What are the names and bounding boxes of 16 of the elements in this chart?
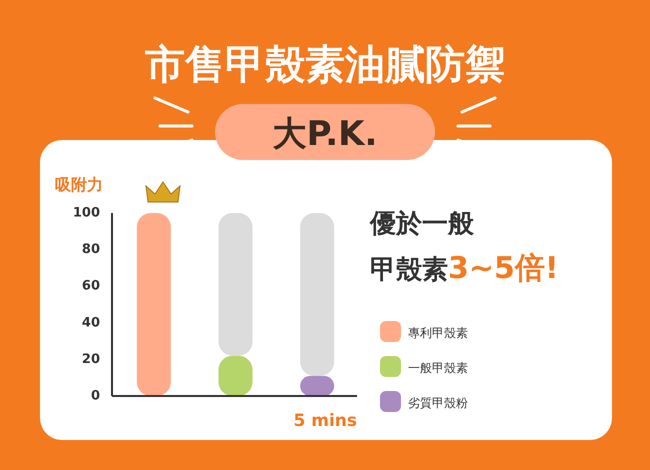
y-tick-label: 100 bbox=[72, 206, 100, 220]
y-tick-label: 80 bbox=[82, 242, 100, 258]
y-tick-label: 20 bbox=[82, 352, 100, 367]
legend-label: 劣質甲殼粉 bbox=[408, 396, 468, 410]
y-tick-label: 60 bbox=[82, 278, 100, 294]
chart-subtitle: 大P.K. bbox=[272, 114, 378, 154]
y-axis-title: 吸附力 bbox=[55, 175, 103, 194]
x-axis-title: 5 mins bbox=[293, 411, 357, 431]
text: 優於一般 bbox=[369, 209, 475, 239]
chart-title: 市售甲殼素油膩防禦 bbox=[144, 42, 505, 88]
legend-label: 專利甲殼素 bbox=[408, 326, 468, 340]
y-tick-label: 40 bbox=[82, 315, 100, 330]
text: 3~5倍! bbox=[448, 251, 559, 286]
text: 甲殼素 bbox=[370, 255, 448, 285]
y-tick-label: 0 bbox=[90, 388, 100, 404]
legend-label: 一般甲殼素 bbox=[408, 361, 468, 375]
